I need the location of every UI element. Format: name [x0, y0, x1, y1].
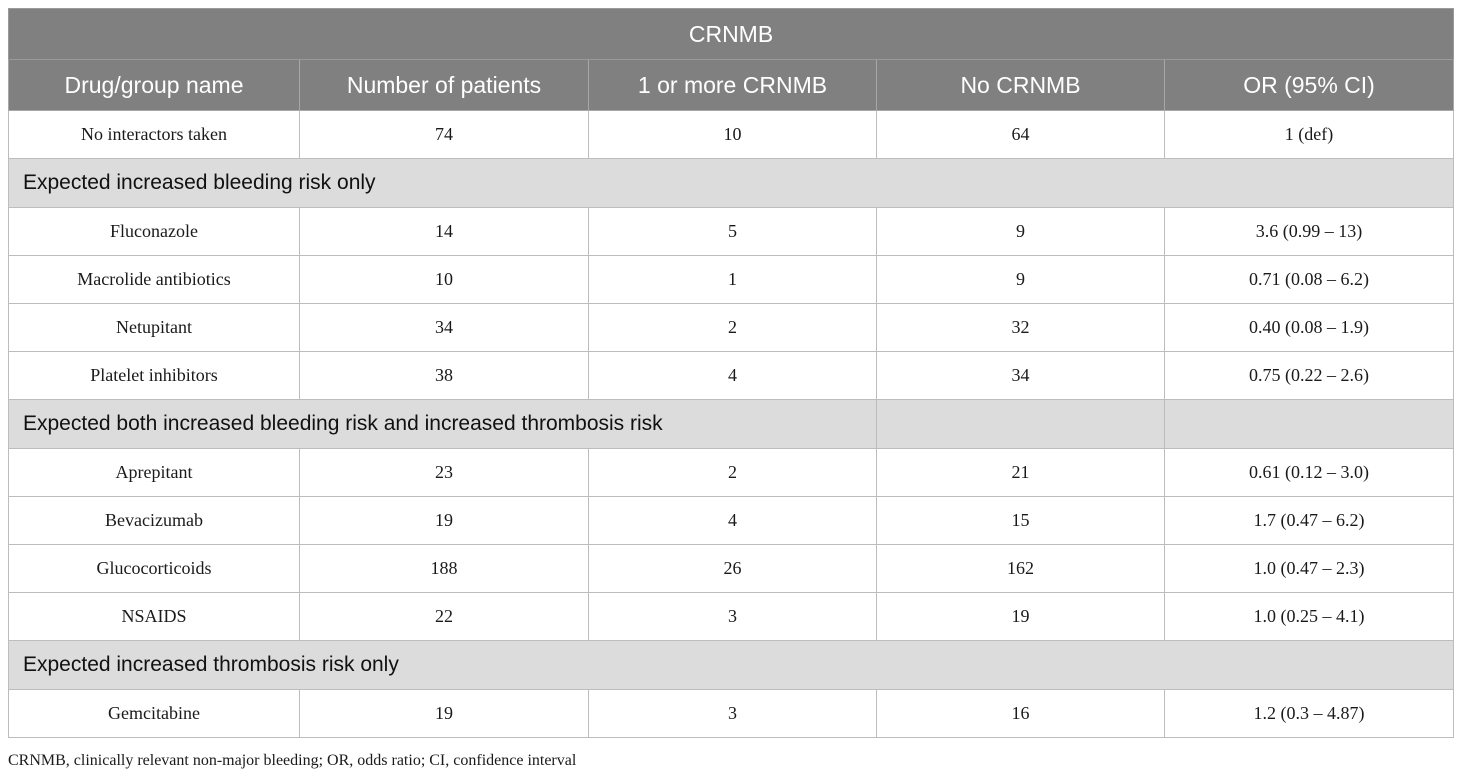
cell-or: 0.61 (0.12 – 3.0) [1163, 448, 1455, 497]
table-row: Aprepitant 23 2 21 0.61 (0.12 – 3.0) [8, 448, 1455, 497]
cell-crnmb: 3 [588, 689, 877, 738]
cell-patients: 22 [299, 592, 589, 641]
cell-crnmb: 26 [588, 544, 877, 593]
header-drug-group: Drug/group name [8, 59, 300, 111]
table-row: Fluconazole 14 5 9 3.6 (0.99 – 13) [8, 207, 1455, 256]
header-number-of-patients: Number of patients [299, 59, 589, 111]
cell-patients: 19 [299, 689, 589, 738]
cell-drug: Macrolide antibiotics [8, 255, 300, 304]
table-row: Macrolide antibiotics 10 1 9 0.71 (0.08 … [8, 255, 1455, 304]
cell-no-crnmb: 21 [876, 448, 1165, 497]
cell-patients: 188 [299, 544, 589, 593]
cell-or: 1 (def) [1163, 110, 1455, 159]
cell-or: 0.75 (0.22 – 2.6) [1163, 351, 1455, 400]
cell-patients: 23 [299, 448, 589, 497]
column-header-row: Drug/group name Number of patients 1 or … [8, 59, 1455, 111]
cell-no-crnmb: 9 [876, 255, 1165, 304]
header-or-ci: OR (95% CI) [1163, 59, 1455, 111]
cell-or: 3.6 (0.99 – 13) [1163, 207, 1455, 256]
cell-or: 0.40 (0.08 – 1.9) [1163, 303, 1455, 352]
cell-drug: Bevacizumab [8, 496, 300, 545]
cell-no-crnmb: 16 [876, 689, 1165, 738]
group-header-row: Expected increased thrombosis risk only [7, 640, 1455, 690]
cell-no-crnmb: 64 [876, 110, 1165, 159]
cell-patients: 14 [299, 207, 589, 256]
cell-no-crnmb: 34 [876, 351, 1165, 400]
cell-patients: 38 [299, 351, 589, 400]
cell-drug: No interactors taken [8, 110, 300, 159]
cell-crnmb: 10 [588, 110, 877, 159]
table-title-row: CRNMB [7, 8, 1455, 60]
cell-crnmb: 4 [588, 351, 877, 400]
table-footnote: CRNMB, clinically relevant non-major ble… [8, 752, 577, 769]
header-one-or-more-crnmb: 1 or more CRNMB [588, 59, 877, 111]
cell-no-crnmb: 32 [876, 303, 1165, 352]
cell-drug: Glucocorticoids [8, 544, 300, 593]
cell-crnmb: 3 [588, 592, 877, 641]
cell-drug: NSAIDS [8, 592, 300, 641]
cell-drug: Fluconazole [8, 207, 300, 256]
group-label: Expected increased thrombosis risk only [7, 640, 1455, 690]
cell-drug: Platelet inhibitors [8, 351, 300, 400]
cell-crnmb: 2 [588, 448, 877, 497]
cell-patients: 19 [299, 496, 589, 545]
group-label: Expected increased bleeding risk only [7, 158, 1455, 208]
cell-patients: 34 [299, 303, 589, 352]
cell-drug: Gemcitabine [8, 689, 300, 738]
cell-or: 1.7 (0.47 – 6.2) [1163, 496, 1455, 545]
table-row: Platelet inhibitors 38 4 34 0.75 (0.22 –… [8, 351, 1455, 400]
table-row: Glucocorticoids 188 26 162 1.0 (0.47 – 2… [8, 544, 1455, 593]
cell-no-crnmb: 15 [876, 496, 1165, 545]
table-row: Bevacizumab 19 4 15 1.7 (0.47 – 6.2) [8, 496, 1455, 545]
cell-no-crnmb: 19 [876, 592, 1165, 641]
cell-patients: 74 [299, 110, 589, 159]
table-row: Netupitant 34 2 32 0.40 (0.08 – 1.9) [8, 303, 1455, 352]
cell-or: 0.71 (0.08 – 6.2) [1163, 255, 1455, 304]
cell-drug: Aprepitant [8, 448, 300, 497]
cell-crnmb: 5 [588, 207, 877, 256]
group-label: Expected both increased bleeding risk an… [8, 399, 877, 449]
cell-or: 1.0 (0.47 – 2.3) [1163, 544, 1455, 593]
cell-patients: 10 [299, 255, 589, 304]
header-no-crnmb: No CRNMB [876, 59, 1165, 111]
cell-crnmb: 4 [588, 496, 877, 545]
group-header-row: Expected increased bleeding risk only [7, 158, 1455, 208]
group-blank-cell [876, 399, 1165, 449]
table-title: CRNMB [7, 8, 1455, 60]
cell-or: 1.0 (0.25 – 4.1) [1163, 592, 1455, 641]
cell-or: 1.2 (0.3 – 4.87) [1163, 689, 1455, 738]
cell-crnmb: 1 [588, 255, 877, 304]
results-table-container: CRNMB Drug/group name Number of patients… [7, 8, 1455, 738]
cell-no-crnmb: 162 [876, 544, 1165, 593]
cell-drug: Netupitant [8, 303, 300, 352]
group-blank-cell [1163, 399, 1455, 449]
table-row: Gemcitabine 19 3 16 1.2 (0.3 – 4.87) [8, 689, 1455, 738]
group-header-row: Expected both increased bleeding risk an… [8, 399, 1455, 449]
table-row: No interactors taken 74 10 64 1 (def) [8, 110, 1455, 159]
crnmb-table: CRNMB Drug/group name Number of patients… [7, 8, 1455, 738]
table-row: NSAIDS 22 3 19 1.0 (0.25 – 4.1) [8, 592, 1455, 641]
cell-no-crnmb: 9 [876, 207, 1165, 256]
cell-crnmb: 2 [588, 303, 877, 352]
